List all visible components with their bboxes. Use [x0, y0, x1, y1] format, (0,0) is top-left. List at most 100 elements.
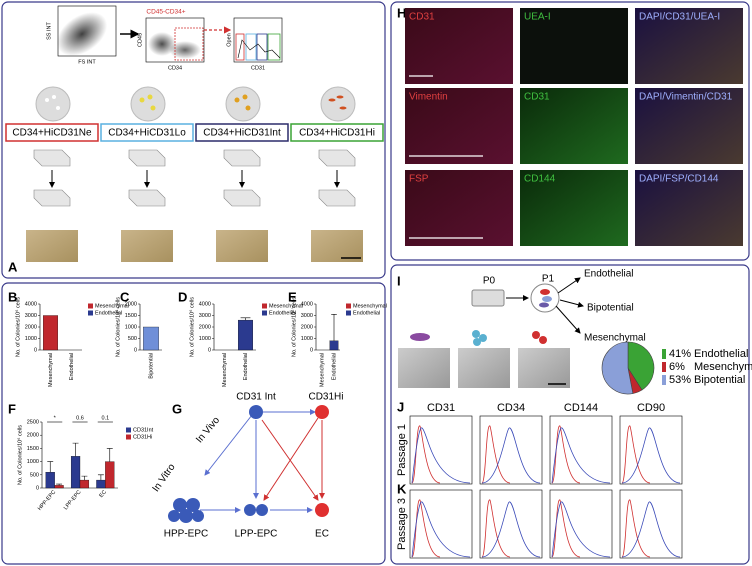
error-bar: [72, 442, 79, 457]
panel-label: E: [288, 289, 297, 304]
y-tick-label: 0: [34, 347, 37, 353]
fate-label: Bipotential: [587, 303, 634, 314]
stage-label: P1: [542, 274, 555, 285]
x-tick-label: Mesenchymal: [48, 353, 54, 387]
micrograph: [405, 170, 513, 246]
legend-swatch: [346, 310, 351, 316]
population-box: [290, 123, 384, 142]
bar: [54, 485, 64, 489]
histogram-blue: [481, 427, 541, 484]
legend-label: Endothelial: [694, 348, 748, 360]
flow-plot: [233, 17, 283, 63]
legend-label: Endothelial: [269, 310, 296, 316]
scaffold: [318, 189, 356, 207]
y-tick-label: 4000: [25, 301, 37, 307]
y-tick-label: 1500: [27, 446, 39, 452]
dot-cloud: [56, 12, 108, 56]
gate: [256, 33, 268, 61]
histogram-red: [621, 499, 651, 558]
channel-label: CD31: [524, 92, 550, 103]
legend-swatch: [262, 310, 267, 316]
annotation: 0.6: [76, 415, 84, 421]
channel-label: DAPI/Vimentin/CD31: [639, 92, 733, 103]
y-tick-label: 0: [134, 347, 137, 353]
bar: [45, 472, 55, 489]
micrograph: [398, 348, 450, 388]
y-tick-label: 4000: [199, 301, 211, 307]
legend-swatch: [662, 362, 666, 372]
scaffold: [471, 289, 505, 307]
node-cluster: [244, 504, 268, 516]
error-bar: [106, 448, 113, 462]
y-tick-label: 2000: [125, 301, 137, 307]
histogram: [237, 39, 281, 59]
micrograph: [520, 8, 628, 84]
y-tick-label: 500: [128, 336, 137, 342]
y-tick-label: 2000: [25, 324, 37, 330]
population-box: [195, 123, 289, 142]
fate-label: Endothelial: [584, 269, 633, 280]
micrograph: [311, 230, 363, 262]
channel-label: DAPI/FSP/CD144: [639, 174, 719, 185]
passage-diagram: P0 P1 Endothelial Bipotential Mesenchyma…: [398, 269, 646, 388]
value-label: 53%: [669, 374, 691, 386]
dish: [130, 86, 166, 122]
histogram-red: [621, 425, 651, 484]
node: [315, 503, 329, 517]
panel-label: J: [397, 399, 404, 414]
axis-label: FS INT: [78, 59, 96, 65]
bar: [79, 479, 90, 489]
bar: [43, 315, 59, 351]
histogram-red: [481, 499, 511, 558]
x-tick-label: Mesenchymal: [222, 353, 228, 387]
panel-label: D: [178, 289, 187, 304]
histogram-red: [551, 499, 581, 558]
legend-label: CD31Int: [133, 427, 154, 433]
stage-label: P0: [483, 276, 496, 287]
legend-swatch: [346, 303, 351, 309]
legend-swatch: [662, 349, 666, 359]
dish: [35, 86, 71, 122]
x-tick-label: Endothelial: [243, 353, 249, 380]
y-tick-label: 2500: [27, 419, 39, 425]
y-tick-label: 0: [208, 347, 211, 353]
population-label: CD34+HiCD31Ne: [12, 128, 92, 139]
channel-label: DAPI/CD31/UEA-I: [639, 12, 720, 23]
annotation: 0.1: [102, 415, 110, 421]
micrograph: [518, 348, 570, 388]
node-label: LPP-EPC: [235, 529, 278, 540]
legend-label: Mesenchymal: [353, 303, 387, 309]
x-tick-label: EC: [98, 489, 108, 499]
y-tick-label: 3000: [301, 313, 313, 319]
node-label: EC: [315, 529, 329, 540]
cell: [542, 296, 552, 302]
histogram-red: [551, 425, 581, 484]
legend-label: CD31Hi: [133, 434, 152, 440]
legend-swatch: [126, 427, 131, 433]
cell: [539, 302, 549, 308]
micrograph: [635, 170, 743, 246]
legend-swatch: [126, 434, 131, 440]
dot-cloud: [169, 41, 201, 59]
scaffold: [223, 189, 261, 207]
arrow: [559, 299, 584, 308]
row-label: Passage 1: [396, 424, 408, 476]
scaffolds: [26, 149, 363, 262]
legend-swatch: [662, 375, 666, 385]
legend-label: Mesenchymal: [694, 361, 752, 373]
cell-icon: [410, 333, 430, 341]
annotation: *: [54, 415, 57, 421]
micrograph: [520, 88, 628, 164]
arrow: [204, 414, 253, 476]
y-tick-label: 500: [30, 472, 39, 478]
panel-label: K: [397, 481, 407, 496]
axis-label: CD31: [251, 65, 265, 71]
fate-label: Mesenchymal: [584, 333, 646, 344]
channel-label: CD31: [409, 12, 435, 23]
scaffold: [33, 189, 71, 207]
pie-slice: [601, 341, 634, 395]
y-tick-label: 4000: [301, 301, 313, 307]
scaffold: [318, 149, 356, 167]
micrograph: [216, 230, 268, 262]
